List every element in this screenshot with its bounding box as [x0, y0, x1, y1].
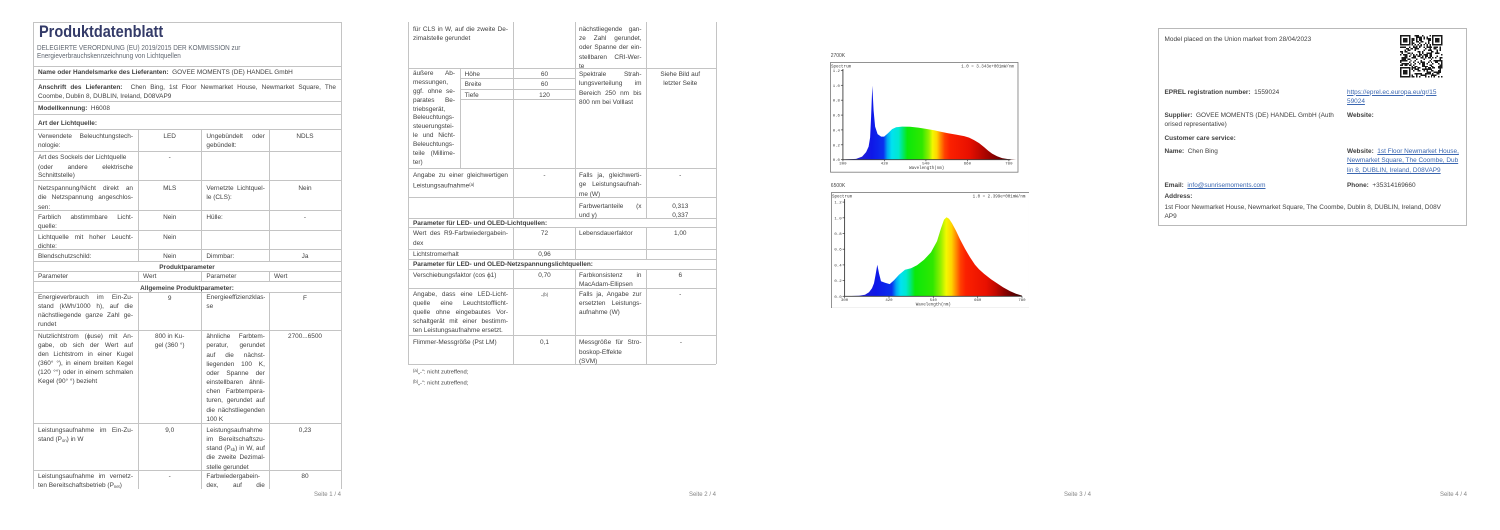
svg-text:0.8: 0.8 [833, 100, 841, 104]
svg-text:780: 780 [1006, 162, 1014, 166]
svg-text:780: 780 [1018, 298, 1026, 302]
svg-text:1.0 = 2.399e+001mW/nm: 1.0 = 2.399e+001mW/nm [972, 194, 1025, 199]
svg-text:0.0: 0.0 [833, 159, 841, 163]
svg-text:Wavelength(nm): Wavelength(nm) [909, 166, 944, 171]
svg-text:660: 660 [974, 298, 982, 302]
svg-text:Spectrum: Spectrum [831, 195, 852, 199]
svg-text:420: 420 [885, 298, 893, 302]
svg-text:Spectrum: Spectrum [831, 66, 852, 70]
svg-text:300: 300 [840, 162, 848, 166]
svg-text:0.4: 0.4 [833, 129, 841, 133]
svg-text:300: 300 [841, 298, 849, 302]
svg-text:0.6: 0.6 [834, 248, 842, 252]
svg-text:0.0: 0.0 [834, 295, 842, 299]
svg-text:0.4: 0.4 [834, 264, 842, 268]
svg-text:1.0: 1.0 [833, 85, 841, 89]
svg-text:0.2: 0.2 [833, 144, 841, 148]
svg-text:1.2: 1.2 [834, 201, 842, 205]
svg-text:1.0: 1.0 [834, 217, 842, 221]
svg-text:660: 660 [964, 162, 972, 166]
svg-text:0.6: 0.6 [833, 115, 841, 119]
svg-text:540: 540 [929, 298, 937, 302]
svg-text:1.0 = 3.343e+001mW/nm: 1.0 = 3.343e+001mW/nm [962, 65, 1015, 70]
svg-text:0.2: 0.2 [834, 280, 842, 284]
svg-text:Wavelength(nm): Wavelength(nm) [915, 302, 950, 307]
svg-text:420: 420 [881, 162, 889, 166]
svg-text:0.8: 0.8 [834, 232, 842, 236]
svg-text:540: 540 [923, 162, 931, 166]
svg-text:1.2: 1.2 [833, 70, 841, 74]
